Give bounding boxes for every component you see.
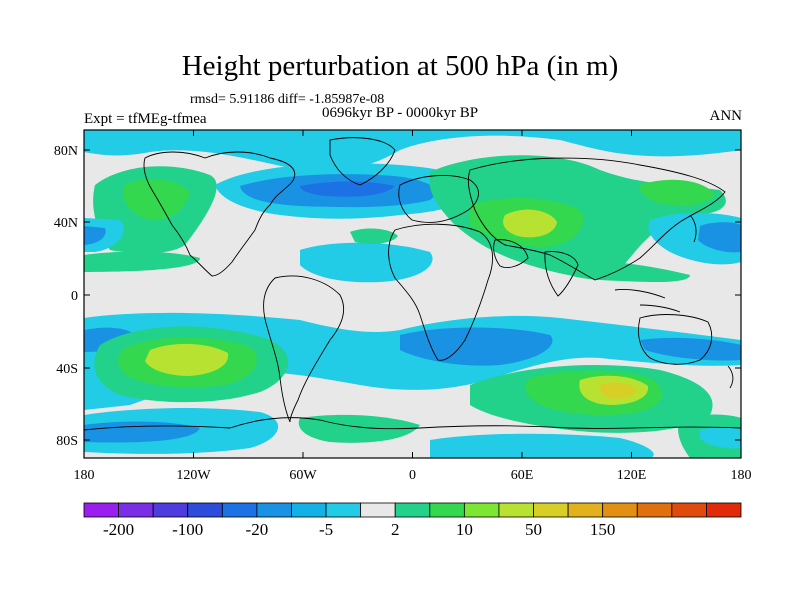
colorbar-box [118,502,154,518]
new-zealand-outline [727,365,734,389]
antarctic-blue-east [430,433,654,458]
natl-blue-deep [300,181,395,197]
colorbar-box [221,502,258,518]
wpac-blue-core [698,222,741,253]
colorbar-label: 150 [590,520,616,539]
tropics-green-east [559,260,690,283]
colorbar-box [533,502,569,518]
colorbar-box [602,502,638,518]
lat-tick-label: 40S [56,362,78,377]
antarctic-blue-far-east [700,427,741,449]
contour-field [84,130,741,458]
colorbar-box [291,502,327,518]
atl-green-patch [350,228,398,244]
colorbar-box [706,502,742,518]
arabia-outline [493,239,529,269]
latitude-axis: 80N 40N 0 40S 80S [54,144,741,449]
colorbar-label: -20 [246,520,269,539]
lon-tick-label: 180 [74,468,95,483]
period-label: 0696kyr BP - 0000kyr BP [322,105,479,121]
australia-outline [638,314,713,365]
longitude-axis: 180 120W 60W 0 60E 120E 180 [74,130,752,483]
lat-tick-label: 40N [54,216,78,231]
colorbar-label: 50 [525,520,542,539]
south-america-outline [263,275,344,423]
asia-outline [467,157,726,281]
colorbar-box [83,502,119,518]
antarctica-outline [84,417,741,431]
colorbar-box [671,502,707,518]
lon-tick-label: 120W [176,468,211,483]
antarctic-blue-west-core [84,421,200,443]
colorbar-box [256,502,292,518]
arctic-blue-band [84,130,741,172]
colorbar-box [360,502,396,518]
colorbar-box [463,502,500,518]
colorbar-label: -5 [319,520,333,539]
stats-line: rmsd= 5.91186 diff= -1.85987e-08 [190,92,385,107]
colorbar-label: 2 [391,520,400,539]
colorbar-box [325,502,362,518]
colorbar-box [567,502,604,518]
south-blue-core-3 [640,337,741,361]
colorbar-box [429,502,465,518]
japan-outline [689,214,697,243]
spac-yellow [145,343,229,376]
indonesia-outline [614,289,681,313]
colorbar-box [394,502,431,518]
map-title: Height perturbation at 500 hPa (in m) [181,50,619,82]
colorbar: -200 -100 -20 -5 2 10 50 150 [83,502,742,539]
npac-green-core [122,179,190,221]
lon-tick-label: 0 [409,468,416,483]
colorbar-label: -200 [103,520,134,539]
greenland-outline [329,137,396,186]
africa-outline [388,223,493,361]
lon-tick-label: 60E [511,468,534,483]
lat-tick-label: 80N [54,144,78,159]
eurasia-yellow [503,209,557,238]
kamchatka-green [639,179,715,206]
atl-subtrop-blue [300,242,433,283]
colorbar-label: -100 [172,520,203,539]
india-outline [544,251,579,297]
coastlines [84,137,741,431]
sind-yellow-core [600,382,637,399]
colorbar-box [187,502,223,518]
lon-tick-label: 120E [617,468,647,483]
colorbar-box [152,502,189,518]
lat-tick-label: 0 [71,289,78,304]
season-label: ANN [709,108,743,124]
colorbar-box [636,502,673,518]
west-edge-blue-core [84,226,106,245]
lon-tick-label: 60W [289,468,317,483]
lat-tick-label: 80S [56,434,78,449]
colorbar-label: 10 [456,520,473,539]
colorbar-box [498,502,534,518]
lon-tick-label: 180 [731,468,752,483]
experiment-label: Expt = tfMEg-tfmea [84,111,207,127]
south-blue-core-1 [400,327,553,366]
tropics-green-west [84,251,200,272]
europe-outline [398,175,479,223]
north-america-outline [143,151,296,277]
